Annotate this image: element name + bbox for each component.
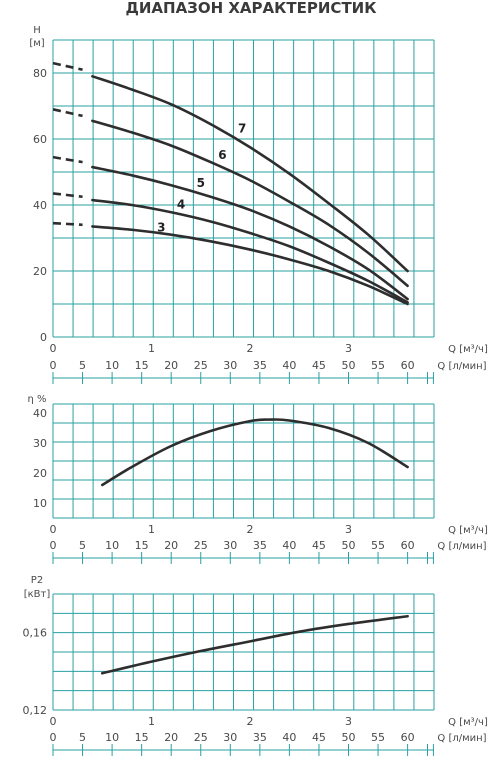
x-tick-label-lmin: 0 (50, 731, 57, 744)
x-tick-label-lmin: 30 (223, 539, 237, 552)
x-tick-label-lmin: 55 (371, 539, 385, 552)
x-tick-label-q: 0 (50, 523, 57, 536)
x-tick-label-lmin: 15 (135, 539, 149, 552)
x-axis-label-q: Q [м³/ч] (448, 525, 488, 536)
y-tick-label: 60 (33, 133, 47, 146)
x-tick-label-lmin: 20 (164, 359, 178, 372)
x-tick-label-lmin: 30 (223, 359, 237, 372)
x-tick-label-lmin: 5 (79, 539, 86, 552)
x-tick-label-lmin: 60 (401, 359, 415, 372)
curve-label-7: 7 (238, 121, 246, 135)
x-tick-label-lmin: 15 (135, 731, 149, 744)
x-tick-label-lmin: 0 (50, 539, 57, 552)
x-tick-label-lmin: 40 (282, 731, 296, 744)
x-tick-label-lmin: 60 (401, 731, 415, 744)
x-tick-label-lmin: 10 (105, 539, 119, 552)
x-tick-label-lmin: 45 (312, 539, 326, 552)
x-tick-label-lmin: 50 (342, 359, 356, 372)
x-axis-label-lmin: Q [л/мин] (437, 733, 486, 744)
x-tick-label-q: 0 (50, 715, 57, 728)
y-axis-unit: [м] (29, 38, 44, 49)
series-curve-extrapolated-6 (52, 108, 83, 118)
curve-label-4: 4 (177, 197, 185, 211)
x-tick-label-lmin: 25 (194, 539, 208, 552)
x-tick-label-q: 1 (148, 523, 155, 536)
x-tick-label-lmin: 40 (282, 359, 296, 372)
efficiency-chart: 10 20 30 40 η % 0 1 2 3 Q [м³/ч] 0 5 10 15 20 25 30 35 40 4… (27, 394, 488, 564)
x-tick-label-q: 0 (50, 342, 57, 355)
x-tick-label-q: 1 (148, 715, 155, 728)
curve-label-5: 5 (197, 176, 205, 190)
y-tick-label: 80 (33, 67, 47, 80)
x-tick-label-lmin: 45 (312, 359, 326, 372)
y-tick-label: 0 (40, 331, 47, 344)
x-axis-label-lmin: Q [л/мин] (437, 541, 486, 552)
power-chart: 0,12 0,16 P2 [кВт] 0 1 2 3 Q [м³/ч] 0 5 10 15 20 25 30 3… (23, 575, 488, 756)
series-curve (100, 418, 409, 487)
x-tick-label-lmin: 60 (401, 539, 415, 552)
x-tick-label-q: 2 (247, 342, 254, 355)
y-tick-label: 40 (33, 407, 47, 420)
x-tick-label-lmin: 10 (105, 359, 119, 372)
x-tick-label-lmin: 55 (371, 359, 385, 372)
x-tick-label-lmin: 55 (371, 731, 385, 744)
x-tick-label-lmin: 5 (79, 731, 86, 744)
series-curve-extrapolated-3 (52, 221, 83, 227)
lmin-axis: 0 5 10 15 20 25 30 35 40 45 50 55 60 Q [л/мин] (50, 731, 487, 756)
y-tick-label: 20 (33, 265, 47, 278)
y-tick-label: 0,12 (23, 704, 48, 717)
page-title: ДИАПАЗОН ХАРАКТЕРИСТИК (126, 0, 378, 17)
y-tick-label: 0,16 (23, 627, 48, 640)
series-curve-6 (91, 119, 409, 288)
x-tick-label-q: 1 (148, 342, 155, 355)
lmin-axis: 0 5 10 15 20 25 30 35 40 45 50 55 60 Q [л/мин] (50, 539, 487, 564)
series-curve-extrapolated-5 (52, 155, 83, 164)
series-curve-extrapolated-7 (52, 61, 83, 71)
y-tick-label: 40 (33, 199, 47, 212)
x-tick-label-lmin: 5 (79, 359, 86, 372)
x-tick-label-q: 2 (247, 523, 254, 536)
x-tick-label-q: 3 (345, 523, 352, 536)
y-axis-label: H (33, 25, 41, 36)
x-tick-label-lmin: 30 (223, 731, 237, 744)
x-tick-label-lmin: 25 (194, 731, 208, 744)
x-tick-label-lmin: 40 (282, 539, 296, 552)
series-curve (100, 614, 409, 675)
y-axis-unit: [кВт] (24, 589, 51, 600)
series-curve-7 (91, 75, 409, 273)
y-axis-label: P2 (31, 575, 43, 586)
series-curve-4 (91, 198, 409, 304)
y-tick-label: 30 (33, 437, 47, 450)
x-axis-label-q: Q [м³/ч] (448, 717, 488, 728)
x-tick-label-lmin: 35 (253, 731, 267, 744)
x-tick-label-q: 3 (345, 715, 352, 728)
x-tick-label-lmin: 35 (253, 539, 267, 552)
y-tick-label: 10 (33, 497, 47, 510)
x-tick-label-q: 2 (247, 715, 254, 728)
series-curve-5 (91, 165, 409, 301)
curve-label-6: 6 (218, 148, 226, 162)
y-tick-label: 20 (33, 467, 47, 480)
x-tick-label-lmin: 25 (194, 359, 208, 372)
y-axis-label: η % (27, 394, 46, 405)
x-tick-label-lmin: 50 (342, 731, 356, 744)
x-axis-label-q: Q [м³/ч] (448, 344, 488, 355)
x-tick-label-lmin: 20 (164, 731, 178, 744)
x-tick-label-lmin: 35 (253, 359, 267, 372)
lmin-axis: 0 5 10 15 20 25 30 35 40 45 50 55 60 Q [л/мин] (50, 359, 487, 384)
x-tick-label-lmin: 15 (135, 359, 149, 372)
x-axis-label-lmin: Q [л/мин] (437, 361, 486, 372)
series-curve-3 (91, 225, 409, 306)
x-tick-label-lmin: 20 (164, 539, 178, 552)
series-curve-extrapolated-4 (52, 192, 83, 199)
x-tick-label-q: 3 (345, 342, 352, 355)
x-tick-label-lmin: 10 (105, 731, 119, 744)
x-tick-label-lmin: 0 (50, 359, 57, 372)
x-tick-label-lmin: 50 (342, 539, 356, 552)
x-tick-label-lmin: 45 (312, 731, 326, 744)
curve-label-3: 3 (157, 220, 165, 234)
